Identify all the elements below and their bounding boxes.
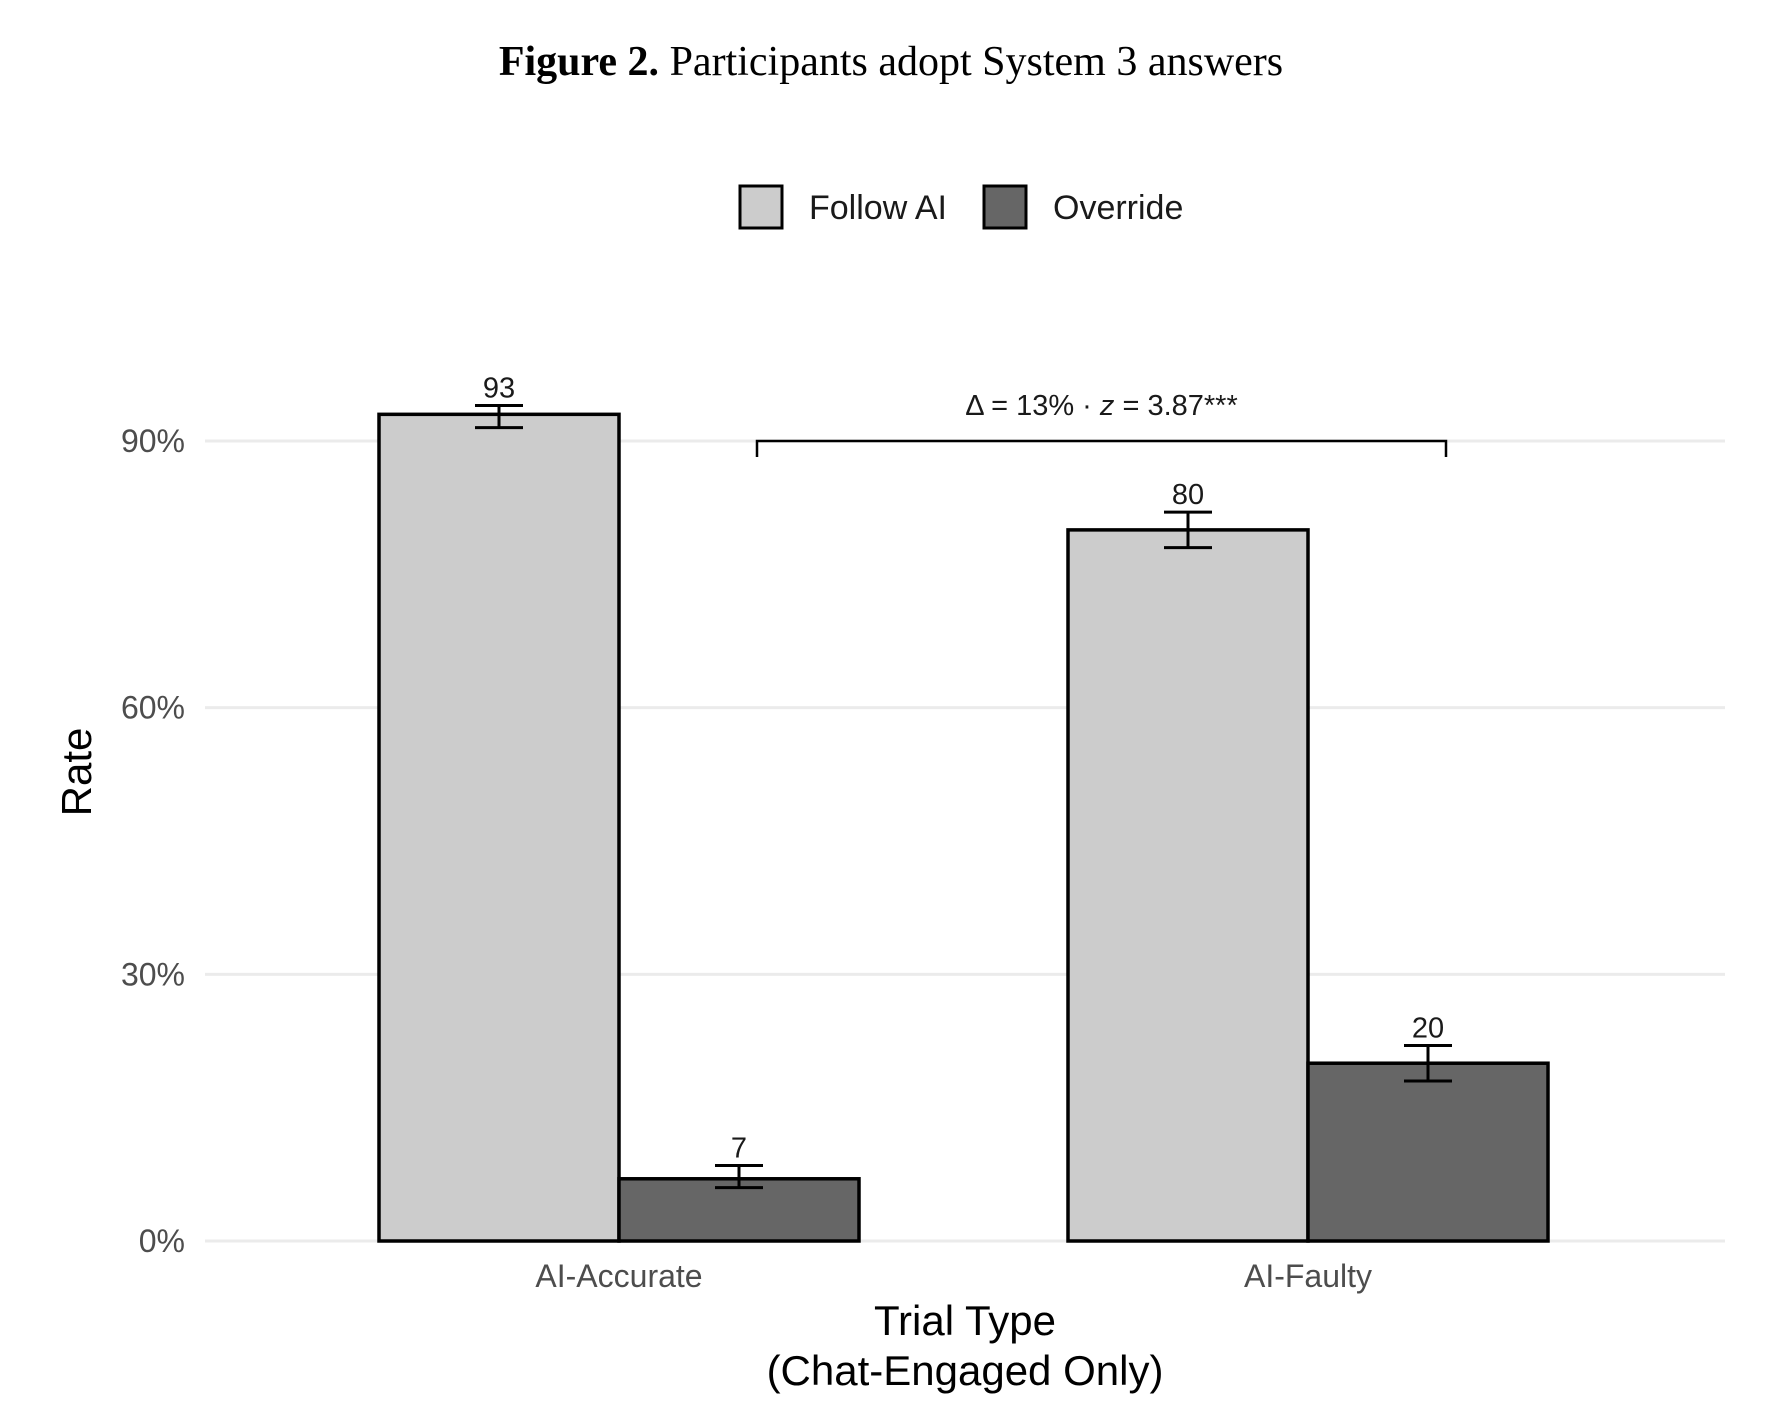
- figure-title: Figure 2. Participants adopt System 3 an…: [0, 38, 1782, 86]
- data-labels: 93 80 7 20: [483, 372, 1444, 1164]
- y-tick-label: 90%: [121, 423, 185, 459]
- figure-caption: Participants adopt System 3 answers: [669, 39, 1284, 85]
- axes: 0% 30% 60% 90% AI-Accurate AI-Faulty Trial Typ…: [53, 423, 1372, 1394]
- bar: [1066, 528, 1310, 1243]
- data-label: 93: [483, 372, 515, 404]
- legend-label: Override: [1053, 189, 1183, 227]
- legend-swatch: [738, 184, 784, 230]
- bars: [377, 412, 1550, 1243]
- legend-swatch: [982, 184, 1028, 230]
- annotation-label: Δ = 13% · z = 3.87***: [965, 390, 1238, 422]
- bar: [1306, 1061, 1550, 1243]
- x-tick-label: AI-Accurate: [535, 1258, 702, 1294]
- bar: [377, 412, 621, 1243]
- data-label: 80: [1172, 479, 1204, 511]
- y-axis-title: Rate: [53, 728, 100, 817]
- comparison-bracket: [755, 439, 1448, 457]
- figure-label: Figure 2.: [498, 39, 660, 85]
- legend-label: Follow AI: [809, 189, 947, 227]
- y-tick-label: 0%: [139, 1223, 185, 1259]
- x-axis-title: Trial Type: [874, 1297, 1056, 1344]
- x-axis-title: (Chat-Engaged Only): [767, 1347, 1164, 1394]
- data-label: 7: [731, 1132, 747, 1164]
- legend: Follow AI Override: [738, 184, 1183, 230]
- error-bars: [475, 403, 1452, 1190]
- data-label: 20: [1412, 1012, 1444, 1044]
- comparison-annotation: Δ = 13% · z = 3.87***: [755, 390, 1448, 457]
- y-tick-label: 60%: [121, 690, 185, 726]
- x-tick-label: AI-Faulty: [1244, 1258, 1372, 1294]
- y-tick-label: 30%: [121, 956, 185, 992]
